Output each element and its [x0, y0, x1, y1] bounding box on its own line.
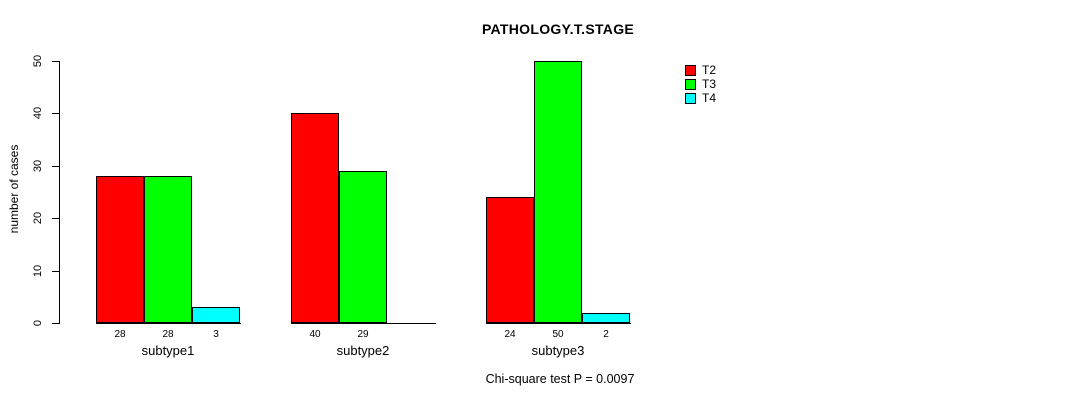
bar-value-label: 2 [603, 329, 609, 340]
bar-value-label: 28 [114, 329, 126, 340]
y-tick-mark [52, 270, 59, 272]
y-tick-mark [52, 323, 59, 324]
legend-row-T4: T4 [685, 91, 717, 105]
legend-swatch-icon [685, 79, 696, 90]
bar-subtype1-T4 [192, 307, 240, 323]
bar-subtype1-T2 [96, 176, 144, 323]
group-baseline [291, 323, 436, 324]
bar-subtype3-T4 [582, 312, 630, 323]
y-tick-label: 20 [32, 212, 44, 225]
chart-title: PATHOLOGY.T.STAGE [481, 21, 635, 37]
y-tick-label: 10 [32, 264, 44, 277]
y-tick-label: 30 [32, 159, 44, 172]
bar-subtype2-T2 [291, 113, 339, 323]
y-tick-mark [52, 113, 59, 115]
bar-value-label: 28 [162, 329, 174, 340]
legend-row-T3: T3 [685, 77, 717, 91]
bar-subtype3-T2 [486, 197, 534, 323]
y-axis-label: number of cases [7, 144, 21, 234]
legend-label: T3 [702, 77, 717, 91]
group-baseline [96, 323, 241, 324]
y-tick-label: 0 [32, 319, 44, 327]
bar-value-label: 29 [357, 329, 369, 340]
group-baseline [486, 323, 631, 324]
y-tick-mark [52, 165, 59, 167]
x-category-label: subtype1 [141, 343, 195, 358]
bar-subtype1-T3 [144, 176, 192, 323]
x-category-label: subtype2 [336, 343, 390, 358]
bar-subtype3-T3 [534, 61, 582, 323]
legend-label: T2 [702, 63, 717, 77]
bar-subtype2-T3 [339, 171, 387, 323]
legend-swatch-icon [685, 93, 696, 104]
legend-swatch-icon [685, 65, 696, 76]
y-tick-label: 50 [32, 54, 44, 68]
y-axis-line [59, 61, 60, 324]
bar-value-label: 50 [552, 329, 564, 340]
y-tick-mark [52, 218, 59, 220]
bar-value-label: 3 [213, 329, 219, 340]
y-tick-label: 40 [32, 107, 44, 120]
bar-value-label: 40 [309, 329, 321, 340]
x-category-label: subtype3 [531, 343, 585, 358]
legend-row-T2: T2 [685, 63, 717, 77]
y-tick-mark [52, 61, 59, 62]
chi-square-annotation: Chi-square test P = 0.0097 [485, 372, 635, 386]
bar-value-label: 24 [504, 329, 516, 340]
legend-label: T4 [702, 91, 717, 105]
legend: T2 T3 T4 [685, 63, 717, 107]
